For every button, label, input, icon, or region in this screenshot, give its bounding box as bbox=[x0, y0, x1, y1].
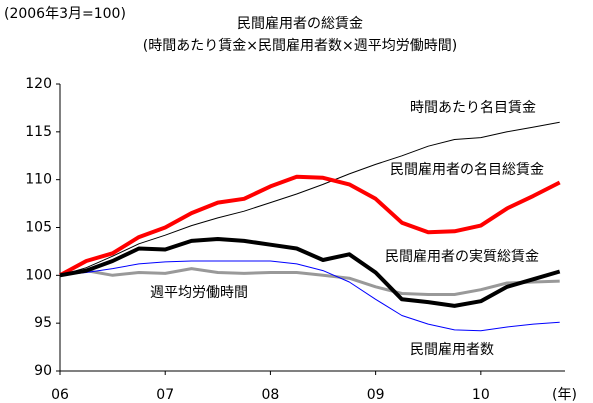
x-tick-label: 07 bbox=[156, 387, 174, 403]
x-tick-label: 08 bbox=[262, 387, 280, 403]
y-tick-label: 115 bbox=[25, 124, 52, 140]
y-tick-label: 105 bbox=[25, 220, 52, 236]
y-tick-label: 100 bbox=[25, 267, 52, 283]
x-unit: (年) bbox=[552, 387, 577, 403]
series-label: 週平均労働時間 bbox=[150, 285, 248, 301]
y-tick-label: 90 bbox=[34, 363, 52, 379]
series-line bbox=[59, 237, 561, 308]
x-tick-label: 09 bbox=[367, 387, 385, 403]
series-label: 民間雇用者の実質総賃金 bbox=[385, 248, 539, 265]
x-tick-label: 06 bbox=[51, 387, 69, 403]
y-tick-label: 95 bbox=[34, 315, 52, 331]
series-line bbox=[59, 121, 560, 276]
series-line bbox=[59, 267, 560, 296]
x-tick-label: 10 bbox=[472, 387, 490, 403]
series-label: 時間あたり名目賃金 bbox=[410, 100, 536, 116]
note: (2006年3月=100) bbox=[4, 6, 126, 22]
series-label: 民間雇用者の名目総賃金 bbox=[390, 161, 544, 178]
y-tick-label: 120 bbox=[25, 76, 52, 92]
chart-title: 民間雇用者の総賃金 bbox=[237, 15, 363, 32]
series-line bbox=[59, 174, 561, 278]
series-label: 民間雇用者数 bbox=[410, 341, 494, 358]
series-line bbox=[59, 260, 560, 332]
y-tick-label: 110 bbox=[25, 172, 52, 188]
chart-subtitle: (時間あたり賃金×民間雇用者数×週平均労働時間) bbox=[143, 37, 457, 54]
